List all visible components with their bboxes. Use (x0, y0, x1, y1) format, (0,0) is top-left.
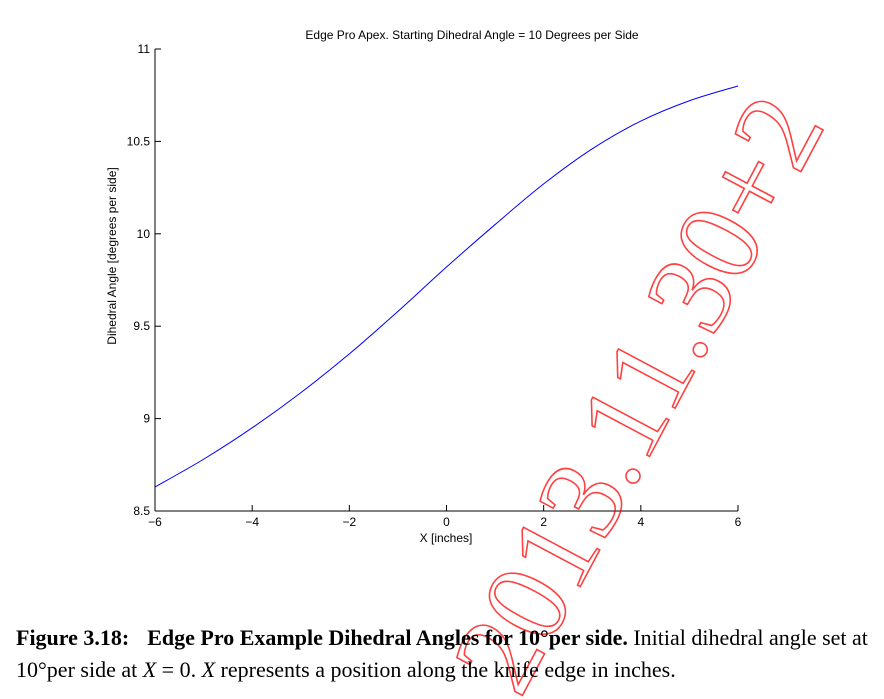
caption-text-2: represents a position along the knife ed… (220, 657, 676, 682)
series-layer (154, 85, 739, 488)
caption-variable-x-2: X (201, 657, 216, 682)
y-axis: 8.5 9 9.5 10 10.5 11 (127, 42, 161, 518)
plot-area (155, 49, 738, 511)
dihedral-angle-chart: Edge Pro Apex. Starting Dihedral Angle =… (105, 28, 742, 545)
y-tick-label: 10 (137, 227, 151, 241)
caption-title: Edge Pro Example Dihedral Angles for 10°… (147, 625, 628, 650)
caption-text: Initial dihedral angle set at 10°per sid… (16, 625, 868, 682)
x-tick-label: −6 (148, 515, 162, 529)
x-tick-label: −2 (342, 515, 356, 529)
series-line-0 (154, 85, 739, 488)
x-axis: −6 −4 −2 0 2 4 6 (148, 505, 742, 529)
x-tick-label: 4 (637, 515, 644, 529)
y-axis-label: Dihedral Angle [degrees per side] (105, 167, 119, 344)
x-tick-label: −4 (245, 515, 259, 529)
caption-equation: = 0. (161, 657, 197, 682)
caption-label: Figure 3.18: (16, 625, 130, 650)
y-tick-label: 10.5 (127, 134, 151, 148)
y-tick-label: 8.5 (133, 504, 150, 518)
chart-title: Edge Pro Apex. Starting Dihedral Angle =… (305, 28, 639, 42)
y-tick-label: 11 (138, 42, 151, 56)
y-tick-label: 9.5 (133, 319, 150, 333)
figure-caption: Figure 3.18: Edge Pro Example Dihedral An… (16, 622, 876, 686)
caption-variable-x: X (142, 657, 157, 682)
x-tick-label: 0 (443, 515, 450, 529)
x-tick-label: 2 (540, 515, 547, 529)
x-axis-label: X [inches] (420, 531, 473, 545)
x-tick-label: 6 (735, 515, 742, 529)
y-tick-label: 9 (143, 412, 150, 426)
